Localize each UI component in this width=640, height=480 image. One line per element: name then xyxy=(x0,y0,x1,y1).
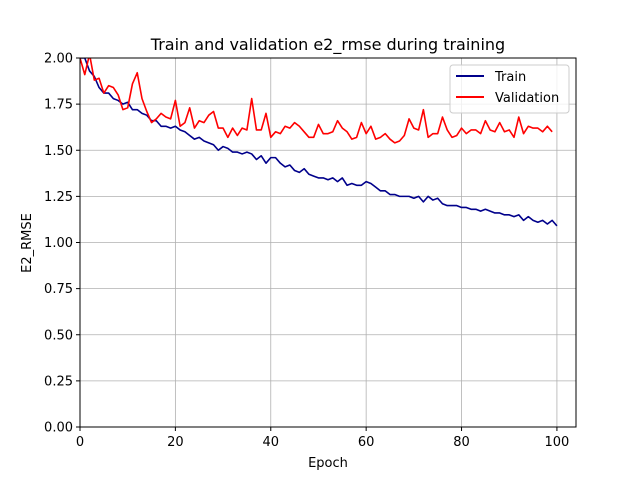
y-tick-label: 2.00 xyxy=(44,52,73,67)
y-tick-label: 1.00 xyxy=(44,236,73,251)
x-axis-ticks: 0 20 40 60 80 100 xyxy=(76,427,569,450)
x-tick-label: 80 xyxy=(453,435,470,450)
x-tick-label: 0 xyxy=(76,435,84,450)
x-axis-label: Epoch xyxy=(308,456,348,471)
legend-label-train: Train xyxy=(494,70,526,85)
y-tick-label: 0.50 xyxy=(44,328,73,343)
x-tick-label: 100 xyxy=(545,435,570,450)
x-tick-label: 40 xyxy=(262,435,279,450)
legend: Train Validation xyxy=(449,64,570,114)
series-line-validation xyxy=(80,58,553,144)
legend-label-validation: Validation xyxy=(495,91,559,106)
x-tick-label: 20 xyxy=(167,435,184,450)
series-lines xyxy=(80,58,558,227)
y-axis-ticks: 0.00 0.25 0.50 0.75 1.00 1.25 1.50 1.75 2.00 xyxy=(44,52,80,436)
chart-title: Train and validation e2_rmse during trai… xyxy=(150,35,505,55)
y-tick-label: 1.75 xyxy=(44,98,73,113)
y-tick-label: 0.00 xyxy=(44,421,73,436)
y-tick-label: 1.50 xyxy=(44,144,73,159)
y-tick-label: 0.75 xyxy=(44,282,73,297)
x-tick-label: 60 xyxy=(358,435,375,450)
series-line-train xyxy=(80,58,558,227)
y-tick-label: 1.25 xyxy=(44,190,73,205)
y-tick-label: 0.25 xyxy=(44,374,73,389)
y-axis-label: E2_RMSE xyxy=(20,213,35,273)
